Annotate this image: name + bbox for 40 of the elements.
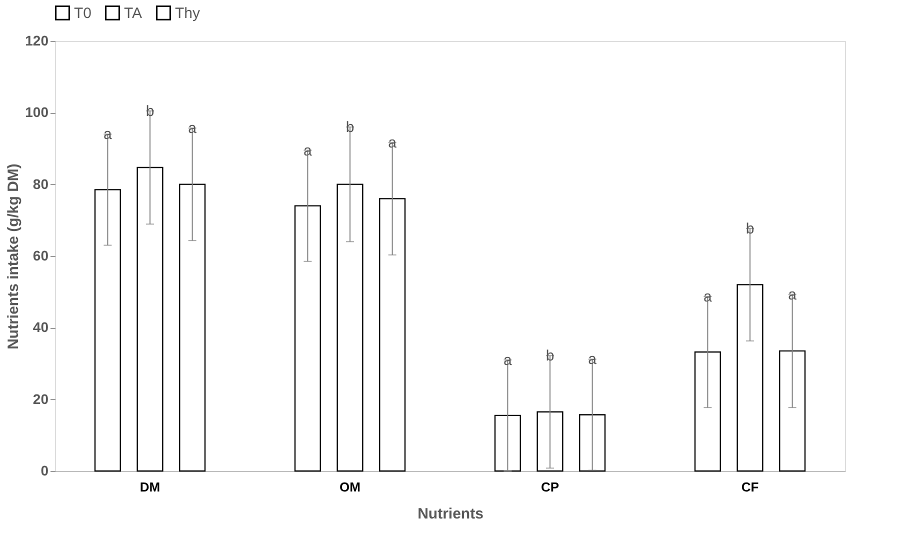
bar [336,184,364,472]
y-tick-label: 100 [25,104,49,120]
y-tick-label: 60 [32,248,49,264]
y-tick-label: 40 [32,319,49,336]
y-tick-label: 0 [40,462,49,478]
x-axis-title: Nutrients [418,506,484,522]
bar [694,351,721,472]
bar [736,284,764,472]
annotation: a [504,352,513,369]
annotation: b [146,102,154,120]
bar [294,205,321,472]
bar [94,189,121,472]
bar [579,414,606,472]
bar [379,198,406,472]
y-tick-label: 120 [25,32,49,48]
y-axis-title: Nutrients intake (g/kg DM) [5,164,22,350]
bar [179,184,206,472]
x-tick-label: CP [540,480,560,494]
y-tick-label: 20 [32,390,49,407]
annotation: a [304,142,313,160]
y-tick-label: 80 [32,176,49,192]
annotation: b [346,119,354,136]
legend-label: TA [124,4,142,22]
bar [136,166,164,472]
bar [779,350,806,472]
annotation: a [104,126,113,144]
annotation: b [546,348,554,365]
legend-label: T0 [74,4,92,22]
annotation: a [588,351,598,368]
annotation: b [746,220,754,238]
x-tick-label: DM [140,480,160,494]
bar [536,411,564,472]
annotation: a [788,286,798,304]
x-tick-label: CF [741,480,759,494]
annotation: a [388,134,398,152]
annotation: a [188,120,198,138]
annotation: a [704,288,713,306]
x-tick-label: OM [340,480,360,494]
bar [494,414,521,472]
legend-label: Thy [175,4,201,22]
